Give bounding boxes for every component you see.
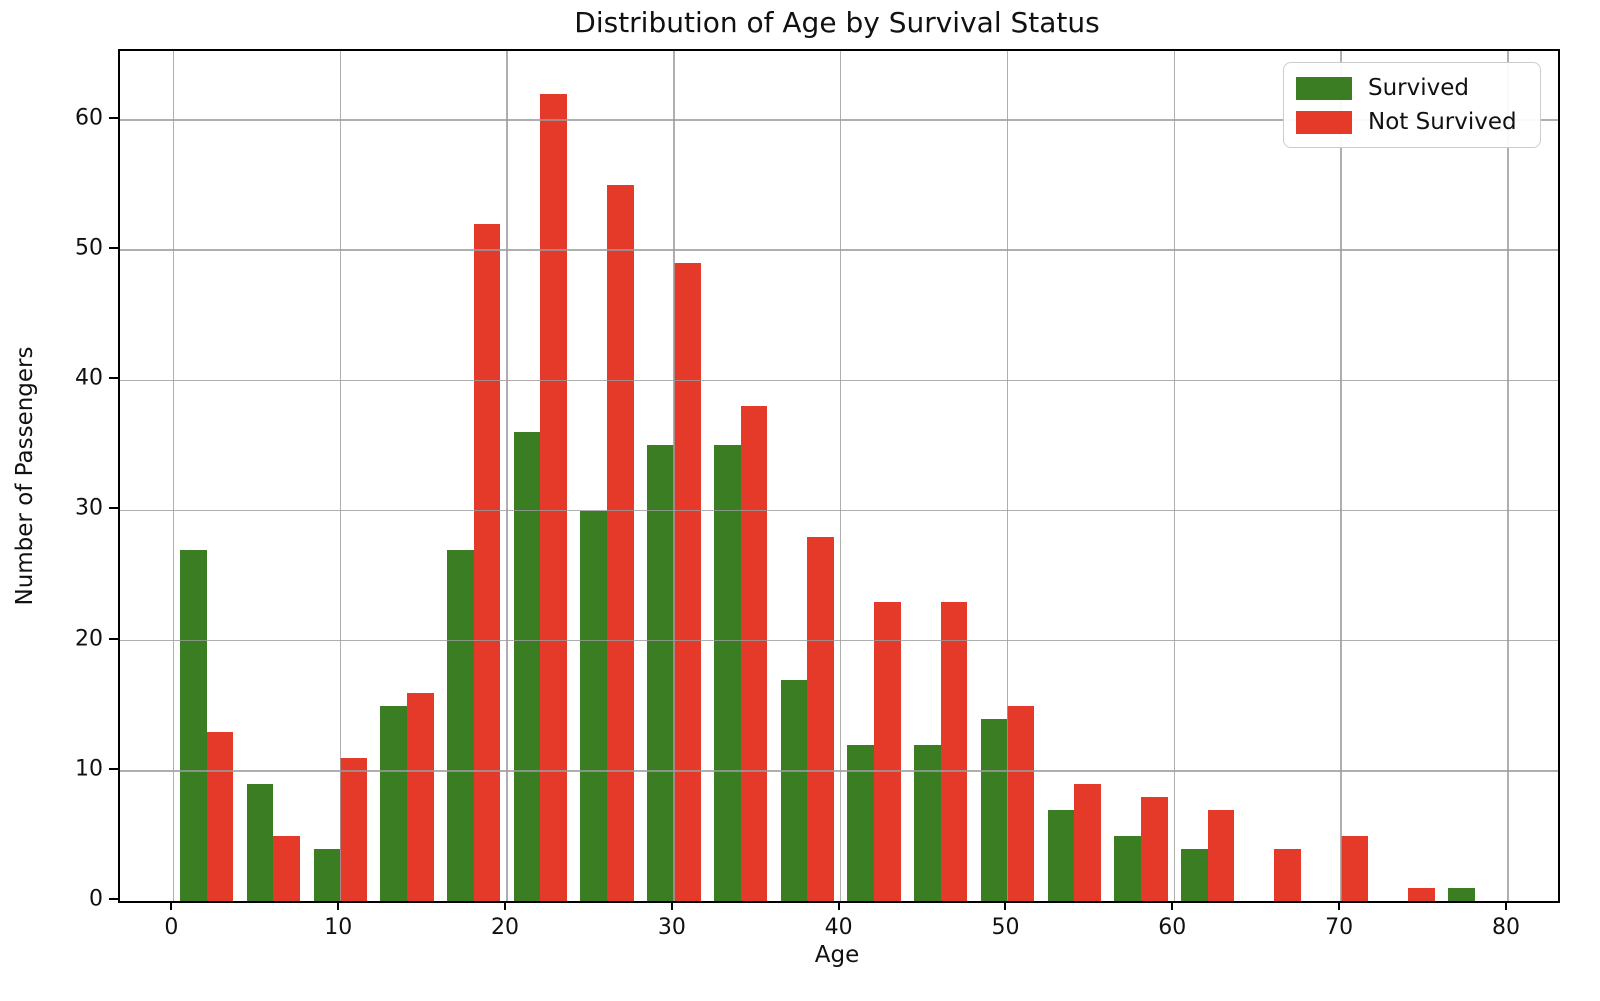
bar-survived-8-12 bbox=[313, 848, 341, 901]
y-tick-label-30: 30 bbox=[75, 495, 103, 521]
bar-survived-56-60 bbox=[1114, 835, 1141, 901]
legend-swatch-survived bbox=[1296, 76, 1352, 100]
gridline-y-10 bbox=[120, 770, 1558, 772]
x-tick-label-30: 30 bbox=[657, 915, 686, 940]
gridline-x-30 bbox=[673, 51, 675, 901]
bar-survived-32-36 bbox=[713, 445, 741, 901]
x-tick-label-20: 20 bbox=[491, 915, 520, 940]
y-tick-label-50: 50 bbox=[75, 235, 103, 261]
x-tick-mark-20 bbox=[504, 901, 507, 910]
bar-survived-0-4 bbox=[180, 549, 207, 901]
bar-not-survived-16-20 bbox=[473, 224, 501, 901]
y-tick-mark-20 bbox=[109, 637, 118, 640]
gridline-x-60 bbox=[1173, 51, 1175, 901]
bar-not-survived-68-72 bbox=[1341, 835, 1368, 901]
gridline-x-70 bbox=[1340, 51, 1342, 901]
y-tick-mark-40 bbox=[109, 377, 118, 380]
gridline-x-20 bbox=[506, 51, 508, 901]
x-tick-label-60: 60 bbox=[1158, 915, 1187, 940]
gridline-x-80 bbox=[1507, 51, 1509, 901]
y-tick-mark-50 bbox=[109, 247, 118, 250]
bar-not-survived-72-76 bbox=[1407, 887, 1435, 901]
x-tick-mark-0 bbox=[170, 901, 173, 910]
x-tick-label-80: 80 bbox=[1491, 915, 1520, 940]
bar-survived-44-48 bbox=[914, 744, 941, 901]
y-tick-mark-10 bbox=[109, 767, 118, 770]
bar-not-survived-36-40 bbox=[807, 536, 834, 901]
bar-survived-20-24 bbox=[513, 432, 541, 901]
bar-survived-12-16 bbox=[380, 705, 407, 901]
gridline-x-50 bbox=[1006, 51, 1009, 901]
bar-survived-16-20 bbox=[446, 549, 474, 901]
x-tick-label-40: 40 bbox=[824, 915, 853, 940]
x-axis-label: Age bbox=[814, 942, 860, 968]
y-tick-label-0: 0 bbox=[89, 886, 103, 912]
legend-swatch-not-survived bbox=[1296, 110, 1352, 134]
legend-entry-survived: Survived bbox=[1296, 75, 1528, 101]
legend-entry-not-survived: Not Survived bbox=[1296, 109, 1528, 135]
bar-not-survived-64-68 bbox=[1274, 848, 1302, 901]
x-tick-mark-50 bbox=[1004, 901, 1007, 910]
bar-not-survived-56-60 bbox=[1140, 796, 1168, 901]
y-tick-label-20: 20 bbox=[75, 626, 103, 652]
bar-not-survived-0-4 bbox=[206, 731, 234, 901]
bar-not-survived-48-52 bbox=[1007, 705, 1035, 901]
bar-not-survived-52-56 bbox=[1074, 783, 1101, 901]
plot-area bbox=[118, 49, 1560, 903]
chart-title: Distribution of Age by Survival Status bbox=[574, 6, 1100, 39]
gridline-y-20 bbox=[120, 639, 1558, 642]
y-tick-mark-60 bbox=[109, 116, 118, 119]
x-tick-mark-60 bbox=[1171, 901, 1174, 910]
legend-label-not-survived: Not Survived bbox=[1368, 109, 1517, 135]
gridline-x-40 bbox=[839, 51, 842, 901]
bar-not-survived-12-16 bbox=[406, 692, 434, 901]
x-tick-label-0: 0 bbox=[164, 915, 179, 940]
bar-not-survived-44-48 bbox=[940, 601, 968, 901]
bar-not-survived-28-32 bbox=[673, 263, 701, 901]
gridline-y-30 bbox=[120, 509, 1558, 512]
legend-label-survived: Survived bbox=[1368, 75, 1469, 101]
x-tick-mark-30 bbox=[670, 901, 673, 910]
bar-survived-4-8 bbox=[246, 783, 274, 901]
y-tick-label-40: 40 bbox=[75, 365, 103, 391]
gridline-y-60 bbox=[120, 119, 1558, 121]
x-tick-mark-80 bbox=[1504, 901, 1507, 910]
bar-survived-28-32 bbox=[647, 445, 674, 901]
bar-not-survived-4-8 bbox=[273, 835, 301, 901]
x-tick-label-10: 10 bbox=[324, 915, 353, 940]
bar-not-survived-24-28 bbox=[607, 185, 634, 901]
bar-survived-24-28 bbox=[580, 510, 608, 901]
gridline-x-0 bbox=[172, 51, 175, 901]
y-tick-label-10: 10 bbox=[75, 756, 103, 782]
gridline-y-50 bbox=[120, 249, 1558, 251]
x-tick-mark-10 bbox=[337, 901, 340, 910]
bar-survived-40-44 bbox=[847, 744, 875, 901]
y-tick-mark-30 bbox=[109, 507, 118, 510]
gridline-y-40 bbox=[120, 379, 1558, 382]
bar-not-survived-8-12 bbox=[340, 757, 367, 901]
bar-survived-48-52 bbox=[980, 718, 1008, 901]
bar-not-survived-20-24 bbox=[540, 93, 568, 901]
y-tick-label-60: 60 bbox=[75, 105, 103, 131]
bar-not-survived-40-44 bbox=[874, 601, 901, 901]
bar-survived-76-80 bbox=[1447, 887, 1475, 901]
bar-survived-36-40 bbox=[780, 679, 808, 901]
bar-not-survived-32-36 bbox=[740, 406, 768, 901]
x-tick-mark-70 bbox=[1338, 901, 1341, 910]
bar-survived-52-56 bbox=[1047, 809, 1075, 901]
gridline-x-10 bbox=[339, 51, 341, 901]
bar-not-survived-60-64 bbox=[1207, 809, 1235, 901]
x-tick-mark-40 bbox=[837, 901, 840, 910]
legend: Survived Not Survived bbox=[1283, 62, 1541, 148]
x-tick-label-50: 50 bbox=[991, 915, 1020, 940]
x-tick-label-70: 70 bbox=[1325, 915, 1354, 940]
bar-survived-60-64 bbox=[1180, 848, 1208, 901]
y-axis-label: Number of Passengers bbox=[12, 346, 38, 606]
y-tick-mark-0 bbox=[109, 898, 118, 900]
